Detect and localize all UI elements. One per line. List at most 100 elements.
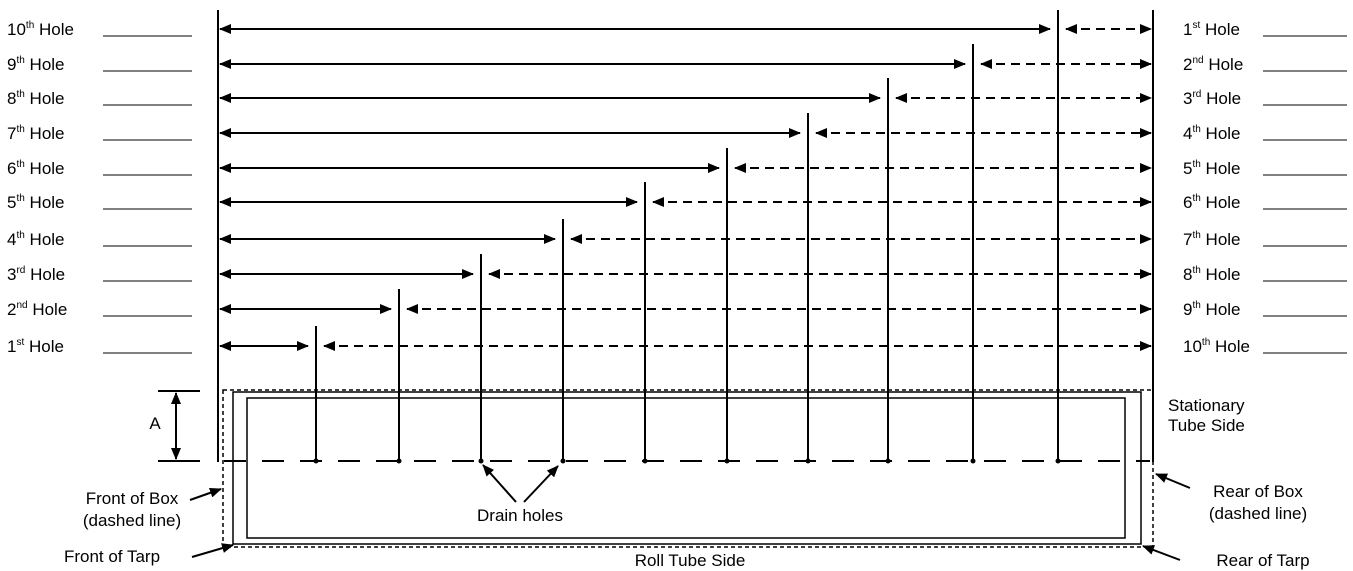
right-hole-label-3: 3rd Hole [1183,89,1347,108]
left-hole-label-suffix: th [16,159,24,170]
left-hole-label-word: Hole [24,337,64,356]
right-hole-label-word: Hole [1201,89,1241,108]
left-hole-label-1: 10th Hole [7,20,192,39]
left-hole-label-3: 8th Hole [7,89,192,108]
drain-hole-dot [970,458,976,464]
drain-hole-dot [396,458,402,464]
right-hole-label-suffix: th [1192,230,1200,241]
right-hole-label-word: Hole [1201,230,1241,249]
left-hole-label-number: 10th Hole [7,20,74,39]
right-hole-label-suffix: nd [1192,55,1203,66]
left-hole-label-suffix: rd [16,265,25,276]
drain-hole-dot [1055,458,1061,464]
right-hole-label-number: 3rd Hole [1183,89,1241,108]
drain-arrow-right [523,465,559,503]
left-hole-label-word: Hole [25,193,65,212]
right-hole-label-number: 9th Hole [1183,300,1241,319]
right-hole-label-4: 4th Hole [1183,124,1347,143]
front-of-box-arrow [189,487,222,501]
drain-hole-dot [560,458,566,464]
measurement-arrows [219,24,1152,351]
left-hole-label-number: 7th Hole [7,124,65,143]
left-hole-label-number: 6th Hole [7,159,65,178]
left-hole-label-8: 3rd Hole [7,265,192,284]
left-hole-label-number: 8th Hole [7,89,65,108]
right-hole-label-word: Hole [1204,55,1244,74]
left-hole-label-suffix: th [26,20,34,31]
front-of-tarp-arrow [191,543,234,558]
right-hole-label-6: 6th Hole [1183,193,1347,212]
left-hole-label-word: Hole [25,159,65,178]
right-hole-label-8: 8th Hole [1183,265,1347,284]
front-of-tarp-label: Front of Tarp [64,547,160,566]
rear-of-tarp-label: Rear of Tarp [1216,551,1309,570]
left-hole-label-10: 1st Hole [7,337,192,356]
right-hole-label-2: 2nd Hole [1183,55,1347,74]
left-hole-label-5: 6th Hole [7,159,192,178]
stationary-tube-label-line2: Tube Side [1168,416,1245,435]
left-hole-label-2: 9th Hole [7,55,192,74]
right-hole-label-5: 5th Hole [1183,159,1347,178]
left-hole-label-word: Hole [25,230,65,249]
right-hole-label-word: Hole [1201,193,1241,212]
right-hole-label-suffix: th [1202,337,1210,348]
left-hole-label-word: Hole [25,55,65,74]
left-hole-label-suffix: th [16,230,24,241]
front-of-box-label-line2: (dashed line) [83,511,181,530]
right-hole-label-9: 9th Hole [1183,300,1347,319]
right-hole-label-number: 8th Hole [1183,265,1241,284]
drain-hole-dot [478,458,484,464]
right-hole-label-number: 4th Hole [1183,124,1241,143]
right-hole-label-suffix: th [1192,124,1200,135]
right-hole-label-suffix: th [1192,193,1200,204]
right-hole-label-word: Hole [1200,20,1240,39]
right-hole-label-number: 5th Hole [1183,159,1241,178]
left-hole-label-number: 4th Hole [7,230,65,249]
drain-arrow-left [482,464,517,503]
right-hole-label-word: Hole [1201,265,1241,284]
box-outline-dashed [222,389,1154,548]
right-hole-label-word: Hole [1210,337,1250,356]
left-hole-label-word: Hole [25,124,65,143]
right-hole-label-number: 10th Hole [1183,337,1250,356]
left-hole-label-6: 5th Hole [7,193,192,212]
right-hole-label-suffix: th [1192,300,1200,311]
left-hole-label-9: 2nd Hole [7,300,192,319]
right-hole-label-suffix: th [1192,265,1200,276]
right-hole-label-number: 7th Hole [1183,230,1241,249]
rear-of-box-label-line1: Rear of Box [1213,482,1303,501]
left-hole-label-number: 2nd Hole [7,300,67,319]
right-hole-label-word: Hole [1201,124,1241,143]
left-hole-label-number: 3rd Hole [7,265,65,284]
left-hole-label-suffix: st [16,337,24,348]
roll-tube-side-label: Roll Tube Side [635,551,746,570]
left-hole-label-number: 5th Hole [7,193,65,212]
left-hole-labels: 10th Hole 9th Hole 8th Hole 7th Hole 6th Hol… [7,20,192,356]
left-hole-label-7: 4th Hole [7,230,192,249]
front-of-box-label-line1: Front of Box [86,489,179,508]
drain-holes-label: Drain holes [477,506,563,525]
tarp-inner-outline [246,397,1126,539]
right-hole-label-1: 1st Hole [1183,20,1347,39]
left-hole-label-suffix: nd [16,300,27,311]
right-hole-label-suffix: th [1192,159,1200,170]
right-hole-label-word: Hole [1201,300,1241,319]
right-hole-label-7: 7th Hole [1183,230,1347,249]
rear-of-tarp-arrow [1142,545,1181,561]
left-hole-label-word: Hole [28,300,68,319]
tarp-outer-outline [232,391,1142,545]
rear-of-box-label-line2: (dashed line) [1209,504,1307,523]
left-hole-label-word: Hole [25,265,65,284]
left-hole-label-4: 7th Hole [7,124,192,143]
dimension-a-label: A [149,414,161,433]
right-hole-label-number: 1st Hole [1183,20,1240,39]
right-hole-labels: 1st Hole 2nd Hole 3rd Hole 4th Hole 5th Hole… [1183,20,1347,356]
left-hole-label-suffix: th [16,124,24,135]
right-hole-label-suffix: rd [1192,89,1201,100]
stationary-tube-label-line1: Stationary [1168,396,1245,415]
right-hole-label-suffix: st [1192,20,1200,31]
left-hole-label-word: Hole [34,20,74,39]
left-hole-label-suffix: th [16,193,24,204]
right-hole-label-number: 2nd Hole [1183,55,1243,74]
